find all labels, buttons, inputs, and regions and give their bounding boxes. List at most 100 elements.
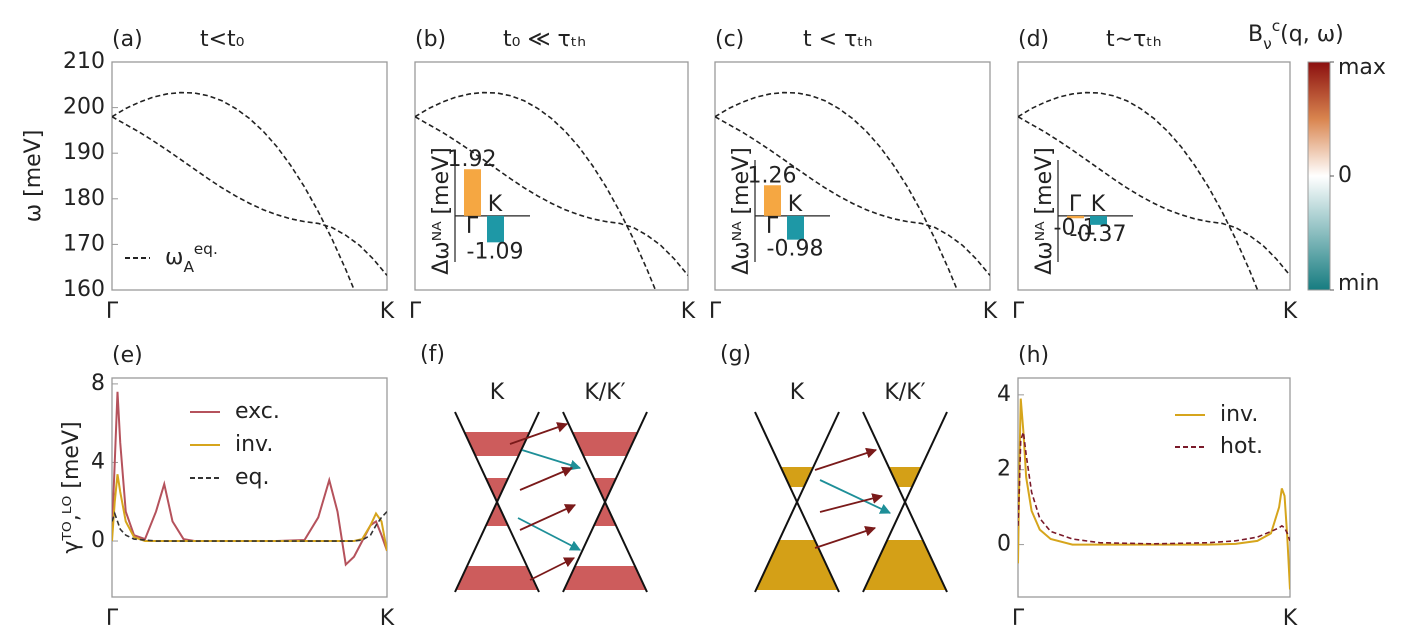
inset-category-label: Γ (466, 214, 479, 239)
colorbar-title-part: ν (1263, 35, 1272, 53)
y-tick-label: 200 (63, 95, 105, 120)
occupied-band (564, 566, 646, 590)
x-tick-label: Γ (1012, 299, 1025, 324)
legend-label: inv. (1220, 402, 1258, 427)
x-tick-label: K (380, 299, 395, 324)
x-tick-label: K (1283, 606, 1298, 629)
y-axis-label: ω [meV] (21, 130, 46, 223)
colorbar (1308, 62, 1330, 290)
colorbar-title-part: (q, ω) (1280, 22, 1344, 47)
x-tick-label: Γ (106, 299, 119, 324)
y-tick-label: 190 (63, 140, 105, 165)
inset-bar (464, 169, 481, 216)
valley-label: K (790, 380, 805, 405)
y-tick-label: 8 (91, 371, 105, 396)
panel-title: t₀ ≪ τₜₕ (503, 27, 586, 52)
y-axis-label: γᵀᴼ,ᴸᴼ [meV] (59, 421, 84, 553)
valley-label: K/K′ (584, 380, 625, 405)
inset-category-label: K (1091, 192, 1106, 217)
diagram-label: (f) (420, 342, 445, 367)
panel-label: (h) (1018, 343, 1049, 368)
inset-value-label: 1.26 (748, 163, 797, 188)
occupied-band (486, 478, 508, 502)
y-tick-label: 0 (91, 528, 105, 553)
colorbar-title: Bνc(q, ω) (1248, 17, 1344, 53)
legend-label-part: A (183, 258, 194, 276)
y-tick-label: 0 (997, 532, 1011, 557)
panel-label: (b) (415, 27, 446, 52)
scattering-arrow (522, 450, 580, 468)
legend-label: exc. (235, 399, 280, 424)
scattering-arrow (815, 528, 875, 548)
plot-area (1018, 399, 1290, 590)
legend-label: hot. (1220, 434, 1263, 459)
legend-label-part: eq. (194, 240, 218, 258)
scattering-arrow (520, 468, 572, 490)
inset-category-label: Γ (766, 214, 779, 239)
scattering-arrow (518, 518, 580, 550)
y-tick-label: 4 (91, 449, 105, 474)
inset-value-label: -0.98 (767, 237, 824, 262)
panel-label: (d) (1018, 27, 1049, 52)
colorbar-tick-label: max (1338, 55, 1386, 80)
inset-category-label: K (788, 192, 803, 217)
occupied-band (594, 502, 616, 526)
panel-title: t<t₀ (200, 27, 245, 52)
valley-label: K (490, 380, 505, 405)
x-tick-label: K (983, 299, 998, 324)
plot-frame (415, 62, 688, 290)
scattering-arrow (815, 450, 876, 470)
panel-label: (c) (715, 27, 744, 52)
inset-value-label: -0.37 (1070, 222, 1127, 247)
series-line (112, 117, 387, 276)
series-line (1018, 117, 1290, 276)
inset-y-label: Δωᴺᴬ [meV] (1032, 147, 1057, 275)
plot-area (715, 93, 990, 378)
scattering-arrow (530, 558, 574, 580)
x-tick-label: Γ (409, 299, 422, 324)
x-tick-label: K (380, 606, 395, 629)
valley-label: K/K′ (884, 380, 925, 405)
colorbar-tick-label: 0 (1338, 163, 1352, 188)
panel-label: (e) (112, 343, 143, 368)
y-tick-label: 170 (63, 231, 105, 256)
plot-area (112, 93, 387, 378)
legend-label: ωAeq. (165, 240, 218, 276)
occupied-band (594, 478, 616, 502)
colorbar-tick-label: min (1338, 271, 1380, 296)
legend-label-part: ω (165, 245, 183, 270)
plot-frame (112, 62, 387, 290)
x-tick-label: Γ (106, 606, 119, 629)
inset-category-label: Γ (1069, 192, 1082, 217)
panel-title: t < τₜₕ (803, 27, 873, 52)
x-tick-label: K (1283, 299, 1298, 324)
y-tick-label: 180 (63, 186, 105, 211)
diagram-label: (g) (720, 342, 751, 367)
plot-area (415, 93, 688, 378)
panel-title: t∼τₜₕ (1106, 27, 1162, 52)
series-line (1018, 399, 1290, 590)
panel-label: (a) (112, 27, 143, 52)
scattering-arrow (520, 505, 575, 530)
occupied-band (456, 566, 538, 590)
series-line (415, 93, 688, 378)
x-tick-label: Γ (1012, 606, 1025, 629)
occupied-band (486, 502, 508, 526)
x-tick-label: Γ (709, 299, 722, 324)
inset-value-label: 1.92 (448, 147, 497, 172)
figure: (a)t<t₀ΓK160170180190200210ω [meV]ωAeq.(… (0, 0, 1407, 629)
legend-label: inv. (235, 432, 273, 457)
y-tick-label: 210 (63, 49, 105, 74)
series-line (415, 117, 688, 276)
plot-frame (1018, 62, 1290, 290)
y-tick-label: 4 (997, 382, 1011, 407)
series-line (715, 117, 990, 276)
colorbar-title-part: c (1272, 17, 1280, 35)
y-tick-label: 160 (63, 277, 105, 302)
y-tick-label: 2 (997, 457, 1011, 482)
x-tick-label: K (681, 299, 696, 324)
inset-bar (764, 185, 781, 216)
legend-label: eq. (235, 465, 270, 490)
inset-category-label: K (488, 192, 503, 217)
colorbar-title-part: B (1248, 22, 1263, 47)
